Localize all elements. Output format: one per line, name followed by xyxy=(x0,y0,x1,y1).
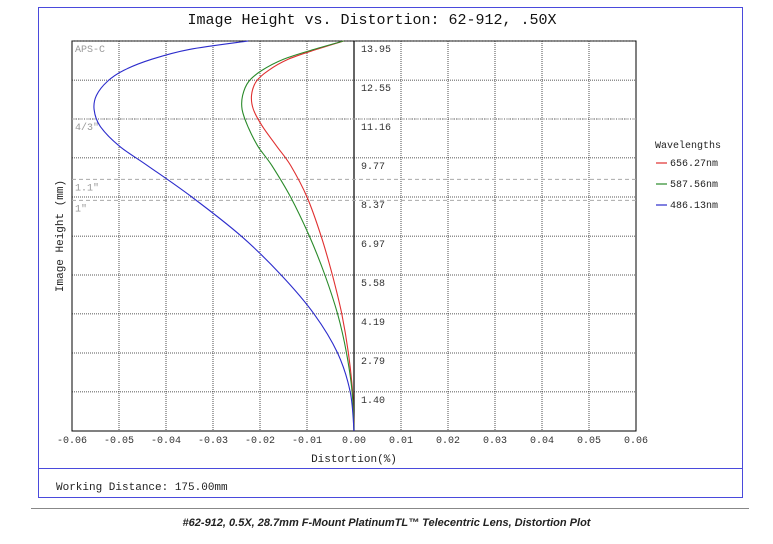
x-tick-label: -0.03 xyxy=(198,436,228,447)
series-line-656-27nm xyxy=(250,40,355,432)
x-axis-label: Distortion(%) xyxy=(311,454,397,466)
series-line-486-13nm xyxy=(93,40,355,432)
x-tick-label: -0.06 xyxy=(57,436,87,447)
sensor-marker-label: 1.1" xyxy=(75,182,99,194)
legend-entry: 656.27nm xyxy=(670,159,718,170)
y-tick-label: 2.79 xyxy=(361,357,385,368)
sensor-marker-label: 1" xyxy=(75,203,87,215)
y-axis-label: Image Height (mm) xyxy=(55,180,67,292)
y-tick-label: 9.77 xyxy=(361,162,385,173)
series-line-587-56nm xyxy=(241,40,355,432)
y-tick-label: 12.55 xyxy=(361,84,391,95)
x-tick-label: -0.02 xyxy=(245,436,275,447)
y-tick-label: 13.95 xyxy=(361,45,391,56)
legend-entry: 587.56nm xyxy=(670,180,718,191)
legend-title: Wavelengths xyxy=(655,140,721,152)
x-tick-label: -0.04 xyxy=(151,436,181,447)
y-tick-label: 8.37 xyxy=(361,201,385,212)
x-tick-label: 0.03 xyxy=(483,436,507,447)
x-tick-label: 0.01 xyxy=(389,436,413,447)
sensor-marker-label: 4/3" xyxy=(75,122,99,134)
x-tick-label: -0.01 xyxy=(292,436,322,447)
x-tick-label: 0.04 xyxy=(530,436,554,447)
chart-title: Image Height vs. Distortion: 62-912, .50… xyxy=(187,12,556,29)
frame-divider xyxy=(38,468,743,469)
legend-entry: 486.13nm xyxy=(670,201,718,212)
sensor-marker-label: APS-C xyxy=(75,45,105,56)
y-tick-label: 4.19 xyxy=(361,318,385,329)
x-tick-label: 0.06 xyxy=(624,436,648,447)
figure-caption: #62-912, 0.5X, 28.7mm F-Mount PlatinumTL… xyxy=(182,517,591,529)
x-tick-label: -0.05 xyxy=(104,436,134,447)
x-tick-label: 0.00 xyxy=(342,436,366,447)
y-tick-label: 1.40 xyxy=(361,396,385,407)
x-tick-label: 0.05 xyxy=(577,436,601,447)
caption-rule xyxy=(31,508,749,509)
x-tick-label: 0.02 xyxy=(436,436,460,447)
y-tick-label: 5.58 xyxy=(361,279,385,290)
chart-frame xyxy=(38,7,743,498)
working-distance-label: Working Distance: 175.00mm xyxy=(56,482,228,494)
y-tick-label: 11.16 xyxy=(361,123,391,134)
y-tick-label: 6.97 xyxy=(361,240,385,251)
